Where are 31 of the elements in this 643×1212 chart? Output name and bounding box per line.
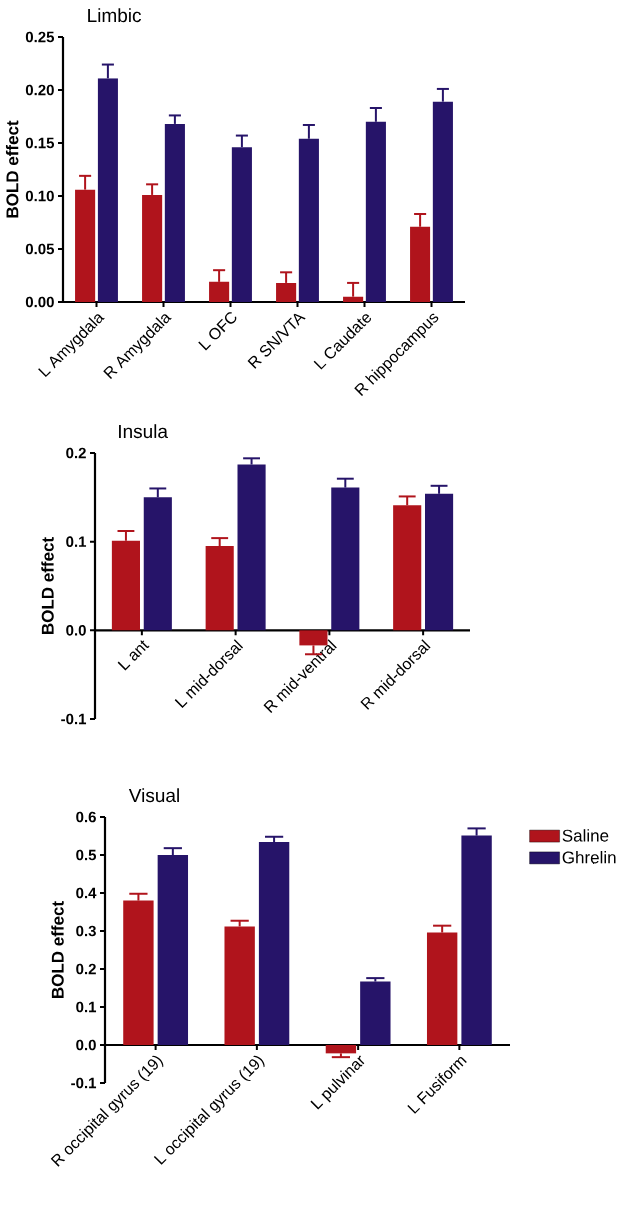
y-tick-label: 0.5: [76, 849, 97, 861]
bar: [360, 981, 391, 1045]
y-tick-label: 0.00: [25, 296, 54, 308]
y-tick-label: 0.25: [25, 31, 55, 43]
bar: [325, 1045, 357, 1054]
y-tick-label: 0.05: [25, 243, 55, 255]
x-tick-label: L ant: [117, 640, 150, 671]
y-axis-title: BOLD effect: [5, 120, 19, 218]
y-tick-label: 0.0: [76, 1039, 96, 1051]
legend-label: Ghrelin: [562, 851, 616, 864]
y-tick-label: 0.10: [25, 190, 54, 202]
y-tick-label: 0.0: [66, 625, 86, 636]
chart-title: Visual: [128, 788, 179, 803]
y-axis-title: BOLD effect: [41, 537, 54, 634]
y-tick-label: 0.2: [76, 963, 96, 975]
y-tick-label: 0.20: [25, 84, 54, 96]
bar: [224, 926, 255, 1045]
bar: [258, 842, 290, 1045]
y-tick-label: 0.1: [66, 536, 87, 547]
y-tick-label: -0.1: [61, 713, 87, 725]
y-tick-label: 0.4: [76, 887, 97, 899]
legend-label: Saline: [562, 829, 609, 842]
y-tick-label: -0.1: [71, 1077, 97, 1089]
y-tick-label: 0.3: [76, 925, 96, 937]
y-axis-title: BOLD effect: [51, 901, 64, 998]
chart-title: Insula: [119, 424, 168, 439]
chart-title: Limbic: [88, 8, 142, 23]
y-tick-label: 0.6: [76, 811, 96, 823]
y-tick-label: 0.15: [25, 137, 55, 149]
y-tick-label: 0.1: [76, 1001, 97, 1013]
y-tick-label: 0.2: [66, 447, 86, 459]
